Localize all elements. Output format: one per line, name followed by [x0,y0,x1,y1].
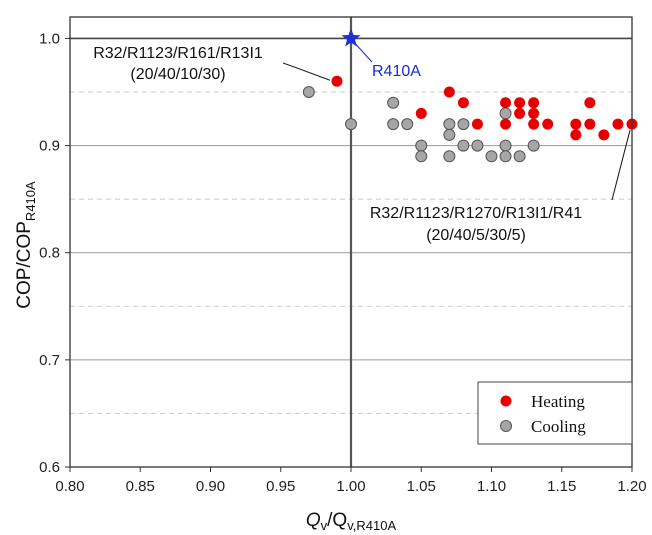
y-tick-label: 0.9 [39,138,60,155]
y-tick-label: 1.0 [39,30,60,47]
legend-heating-label: Heating [531,392,585,411]
annotation-mix1-leader [282,62,331,81]
heating-series [331,75,638,141]
cooling-point [499,150,512,163]
x-axis-label: Qv/Qv,R410A [306,510,397,533]
annotations: R32/R1123/R161/R13I1 (20/40/10/30) R32/R11… [93,43,631,244]
heating-point [570,129,582,141]
heating-point [542,118,554,130]
heating-point [415,107,427,119]
cooling-point [513,150,526,163]
cooling-point [527,139,540,152]
heating-point [500,118,512,130]
heating-point [331,75,343,87]
cooling-point [443,150,456,163]
heating-point [612,118,624,130]
heating-point [528,118,540,130]
cooling-point [443,128,456,141]
heating-point [443,86,455,98]
heating-point [598,129,610,141]
cooling-point [471,139,484,152]
cooling-point [415,150,428,163]
x-tick-label: 1.05 [407,478,436,495]
x-tick-label: 1.20 [617,478,646,495]
y-axis-ticks: 0.6 0.7 0.8 0.9 1.0 [39,30,70,476]
heating-point [584,97,596,109]
x-tick-label: 1.15 [547,478,576,495]
legend-heating-marker [500,395,512,407]
cooling-point [401,118,414,131]
cooling-point [387,96,400,109]
x-tick-label: 0.95 [266,478,295,495]
x-tick-label: 0.80 [55,478,84,495]
legend-cooling-label: Cooling [531,417,586,436]
y-tick-label: 0.7 [39,352,60,369]
heating-point [500,97,512,109]
y-tick-label: 0.8 [39,245,60,262]
cooling-point [499,107,512,120]
heating-point [584,118,596,130]
annotation-mix2-line1: R32/R1123/R1270/R13I1/R41 [370,205,582,222]
annotation-mix2-leader [611,130,631,201]
annotation-mix1-line2: (20/40/10/30) [130,66,225,83]
cooling-point [415,139,428,152]
legend-box [477,381,633,445]
cooling-series [302,86,540,163]
heating-point [457,97,469,109]
annotation-mix1-line1: R32/R1123/R161/R13I1 [93,45,263,62]
x-tick-label: 1.10 [477,478,506,495]
x-tick-label: 1.00 [336,478,365,495]
cooling-point [485,150,498,163]
x-tick-label: 0.85 [126,478,155,495]
heating-point [528,97,540,109]
cooling-point [457,118,470,131]
annotation-mix2-line2: (20/40/5/30/5) [426,227,526,244]
reference-marker [341,28,361,47]
heating-point [471,118,483,130]
x-axis-ticks: 0.80 0.85 0.90 0.95 1.00 1.05 1.10 1.15 1.20 [55,467,647,495]
x-tick-label: 0.90 [196,478,225,495]
cooling-point [443,118,456,131]
heating-point [570,118,582,130]
cooling-point [302,86,315,98]
annotation-r410a-leader [354,43,373,63]
y-tick-label: 0.6 [39,459,60,476]
heating-point [528,107,540,119]
cooling-point [499,139,512,152]
heating-point [514,107,526,119]
heating-point [514,97,526,109]
legend: Heating Cooling [477,381,633,445]
cooling-point [387,118,400,131]
y-axis-label: COP/COPR410A [14,181,38,309]
annotation-r410a: R410A [372,63,421,80]
legend-cooling-marker [500,420,512,432]
cooling-point [457,139,470,152]
r410a-star [341,28,361,47]
cooling-point [345,118,357,131]
